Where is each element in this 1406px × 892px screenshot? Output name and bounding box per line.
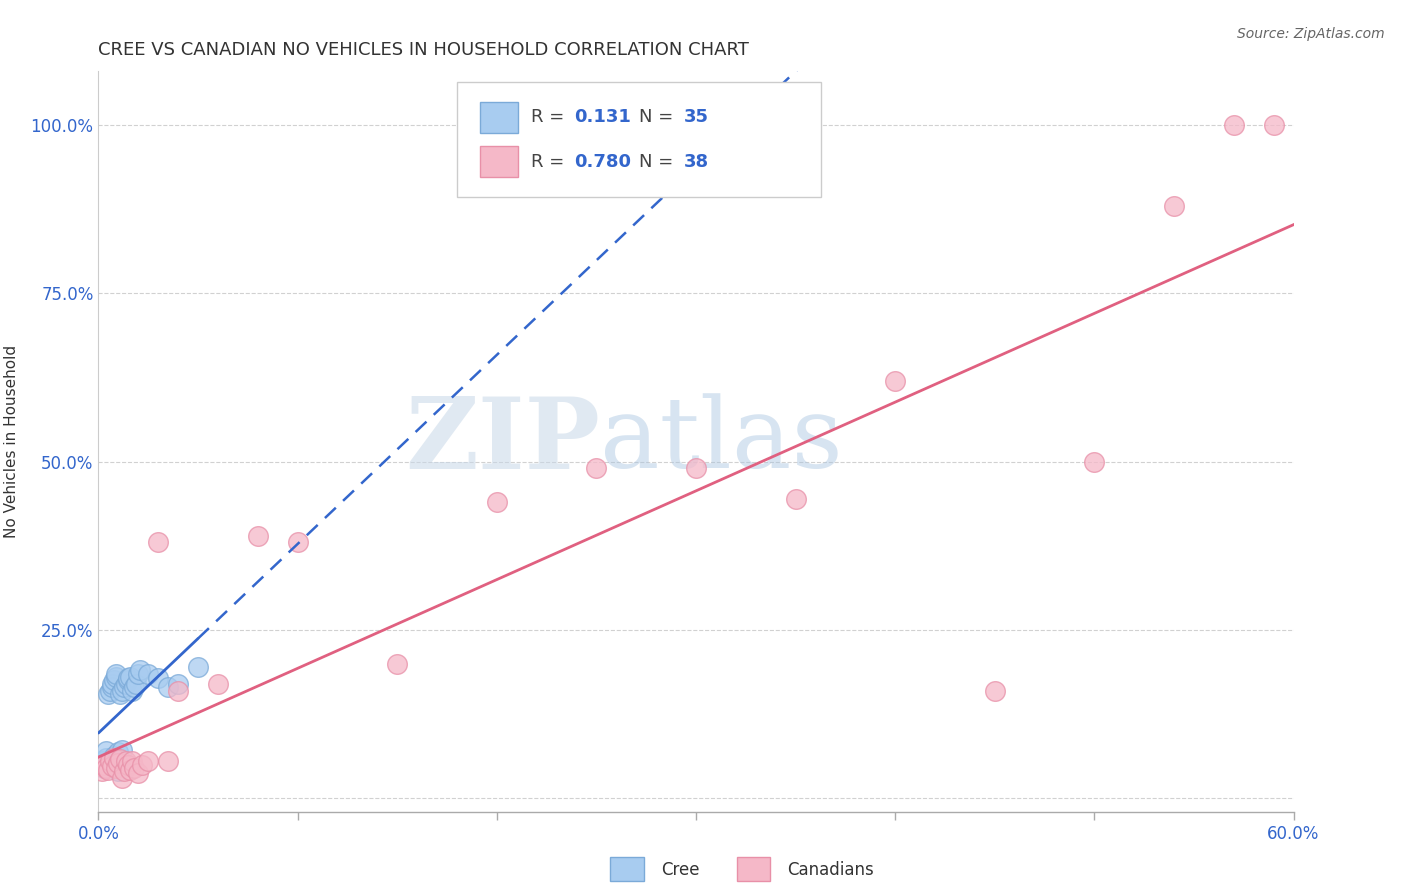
Point [91,754,114,768]
Text: R =: R = [531,108,569,127]
Point [485,495,508,509]
Point [246,529,269,543]
Point [115,754,138,768]
Point [107,746,129,760]
Point [120,670,142,684]
Point [167,683,190,698]
Point [136,666,159,681]
Point [101,680,124,694]
Point [124,680,146,694]
Point [89,757,111,772]
Point [101,759,124,773]
Text: 0.131: 0.131 [574,108,631,127]
Point [785,491,807,506]
Point [136,754,159,768]
Point [117,673,139,688]
Point [129,664,152,678]
Point [121,754,143,768]
Point [984,683,1007,698]
Point [112,764,135,779]
Point [110,687,132,701]
Point [103,673,125,688]
Point [105,666,128,681]
Point [121,683,143,698]
Point [96,751,118,765]
Text: 38: 38 [685,153,709,170]
Point [117,757,139,772]
Point [91,764,114,779]
Point [97,687,120,701]
Point [89,759,111,773]
Point [585,461,607,475]
Point [187,660,209,674]
Point [98,754,122,768]
Point [101,677,124,691]
Text: CREE VS CANADIAN NO VEHICLES IN HOUSEHOLD CORRELATION CHART: CREE VS CANADIAN NO VEHICLES IN HOUSEHOL… [98,41,749,59]
Point [385,657,409,671]
Point [1223,118,1246,132]
Point [93,757,115,772]
Point [131,757,153,772]
Point [685,461,707,475]
Point [884,374,907,388]
Point [157,754,180,768]
Text: Canadians: Canadians [787,861,875,879]
Point [98,683,122,698]
Text: atlas: atlas [600,393,844,490]
Point [107,756,129,771]
Text: N =: N = [638,153,679,170]
Point [125,677,148,691]
Text: Source: ZipAtlas.com: Source: ZipAtlas.com [1237,27,1385,41]
Text: 0.780: 0.780 [574,153,631,170]
Text: ZIP: ZIP [405,393,600,490]
Point [127,666,149,681]
Point [1163,199,1185,213]
Point [96,744,118,758]
FancyBboxPatch shape [479,102,517,133]
Text: N =: N = [638,108,679,127]
Point [148,535,170,549]
Point [157,680,180,694]
Point [107,764,129,779]
FancyBboxPatch shape [479,146,517,178]
Point [105,670,128,684]
Point [97,759,120,773]
Point [287,535,309,549]
Point [103,748,125,763]
Point [110,752,132,766]
Point [120,763,142,777]
Y-axis label: No Vehicles in Household: No Vehicles in Household [4,345,20,538]
Point [93,761,115,775]
Point [111,743,134,757]
Point [167,677,190,691]
Point [1263,118,1285,132]
Point [127,765,149,780]
Point [103,751,125,765]
Point [112,680,135,694]
Point [148,672,170,686]
Point [207,677,229,691]
Point [1083,455,1105,469]
Point [96,761,118,775]
Point [124,761,146,775]
Point [111,771,134,785]
Point [115,677,138,691]
Point [98,756,122,771]
Point [111,683,134,698]
FancyBboxPatch shape [457,82,821,197]
Point [117,672,139,686]
Text: Cree: Cree [661,861,699,879]
Text: 35: 35 [685,108,709,127]
Point [97,763,120,777]
Text: R =: R = [531,153,569,170]
Point [105,761,128,775]
